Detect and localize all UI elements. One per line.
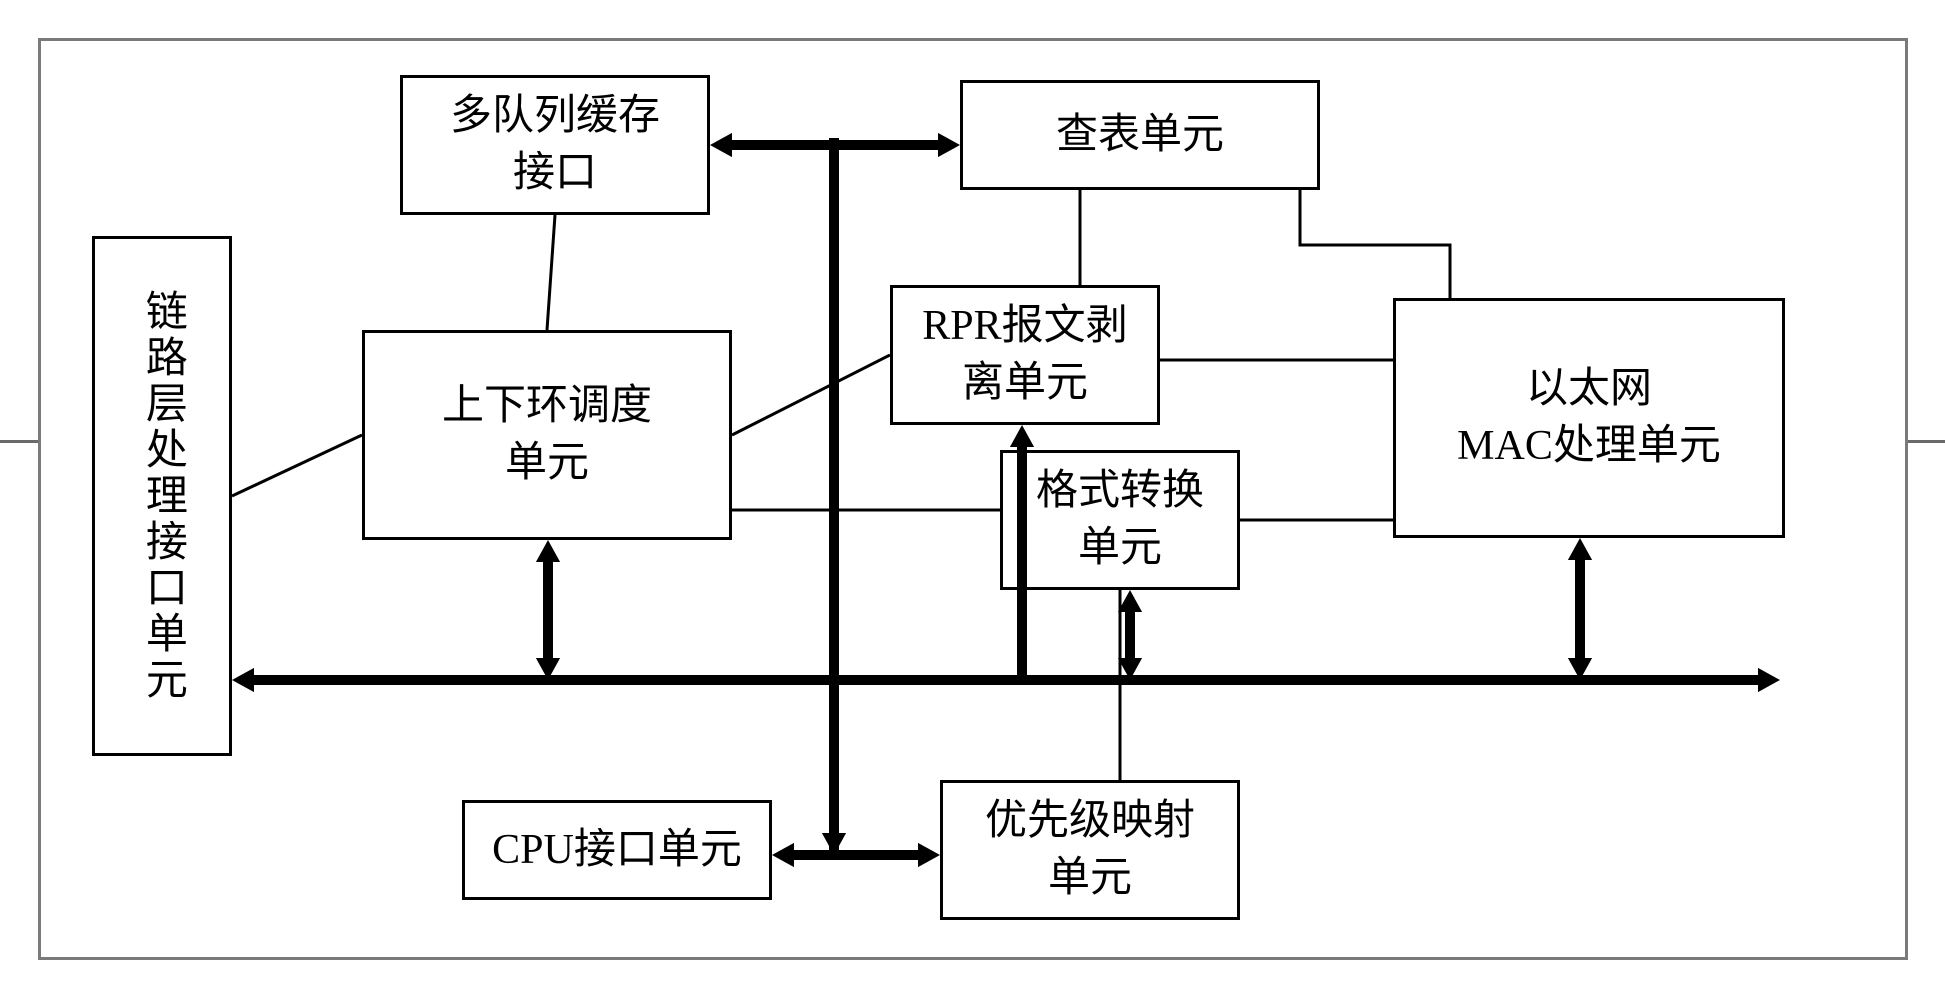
box-ring-sched: 上下环调度单元 — [362, 330, 732, 540]
box-lookup: 查表单元 — [960, 80, 1320, 190]
label-ring-sched: 上下环调度单元 — [442, 378, 652, 491]
label-link-layer: 链路层处理接口单元 — [134, 289, 191, 703]
box-prio-map: 优先级映射单元 — [940, 780, 1240, 920]
label-cpu-if: CPU接口单元 — [492, 822, 742, 879]
box-eth-mac: 以太网MAC处理单元 — [1393, 298, 1785, 538]
box-cpu-if: CPU接口单元 — [462, 800, 772, 900]
tick-right — [1908, 440, 1945, 443]
label-fmt-conv: 格式转换单元 — [1036, 463, 1204, 576]
box-rpr-strip: RPR报文剥离单元 — [890, 285, 1160, 425]
tick-left — [0, 440, 38, 443]
label-rpr-strip: RPR报文剥离单元 — [922, 298, 1127, 411]
label-eth-mac: 以太网MAC处理单元 — [1457, 361, 1721, 474]
box-multi-queue: 多队列缓存接口 — [400, 75, 710, 215]
box-link-layer: 链路层处理接口单元 — [92, 236, 232, 756]
label-prio-map: 优先级映射单元 — [985, 793, 1195, 906]
label-multi-queue: 多队列缓存接口 — [450, 88, 660, 201]
label-lookup: 查表单元 — [1056, 107, 1224, 164]
box-fmt-conv: 格式转换单元 — [1000, 450, 1240, 590]
